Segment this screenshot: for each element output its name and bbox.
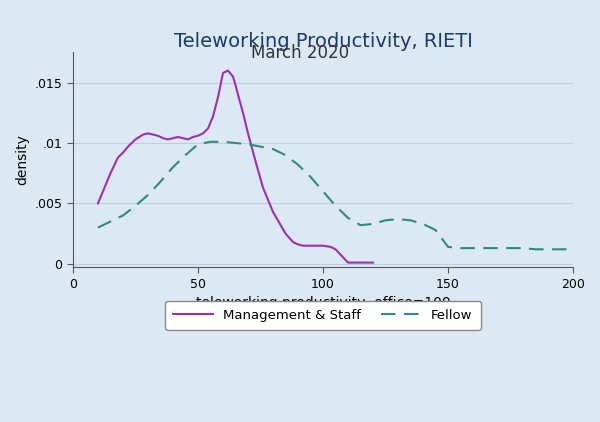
Fellow <box>382 218 389 223</box>
Fellow <box>507 246 514 251</box>
Management & Staff <box>327 244 334 249</box>
Fellow <box>307 174 314 179</box>
Management & Staff <box>235 92 242 97</box>
Fellow <box>182 153 189 158</box>
Management & Staff <box>295 242 302 247</box>
Management & Staff <box>139 132 146 137</box>
Fellow <box>344 215 352 220</box>
Management & Staff <box>164 137 172 142</box>
X-axis label: teleworking productivity, office=100: teleworking productivity, office=100 <box>196 296 451 311</box>
Title: Teleworking Productivity, RIETI: Teleworking Productivity, RIETI <box>173 32 472 51</box>
Management & Staff <box>244 131 251 136</box>
Management & Staff <box>184 137 191 142</box>
Management & Staff <box>94 201 101 206</box>
Management & Staff <box>194 133 202 138</box>
Fellow <box>457 246 464 251</box>
Management & Staff <box>209 114 217 119</box>
Management & Staff <box>332 247 339 252</box>
Fellow <box>469 246 476 251</box>
Management & Staff <box>269 209 277 214</box>
Management & Staff <box>224 68 232 73</box>
Fellow <box>295 162 302 167</box>
Management & Staff <box>229 74 236 79</box>
Fellow <box>520 246 527 251</box>
Line: Fellow: Fellow <box>98 142 573 249</box>
Management & Staff <box>124 144 131 149</box>
Fellow <box>107 219 114 224</box>
Management & Staff <box>220 70 227 76</box>
Fellow <box>319 189 326 194</box>
Fellow <box>132 203 139 208</box>
Management & Staff <box>259 185 266 190</box>
Management & Staff <box>344 260 352 265</box>
Line: Management & Staff: Management & Staff <box>98 70 373 262</box>
Fellow <box>145 192 152 197</box>
Fellow <box>544 247 551 252</box>
Fellow <box>494 246 502 251</box>
Fellow <box>157 179 164 184</box>
Fellow <box>332 203 339 208</box>
Management & Staff <box>199 131 206 136</box>
Management & Staff <box>145 131 152 136</box>
Text: March 2020: March 2020 <box>251 44 349 62</box>
Legend: Management & Staff, Fellow: Management & Staff, Fellow <box>166 301 481 330</box>
Management & Staff <box>107 170 114 176</box>
Management & Staff <box>214 95 221 100</box>
Fellow <box>432 227 439 233</box>
Management & Staff <box>239 110 247 115</box>
Fellow <box>232 141 239 146</box>
Fellow <box>557 247 564 252</box>
Management & Staff <box>307 243 314 248</box>
Y-axis label: density: density <box>15 135 29 185</box>
Management & Staff <box>370 260 377 265</box>
Fellow <box>94 225 101 230</box>
Management & Staff <box>299 243 307 248</box>
Fellow <box>482 246 489 251</box>
Fellow <box>169 165 176 170</box>
Management & Staff <box>357 260 364 265</box>
Management & Staff <box>282 231 289 236</box>
Management & Staff <box>154 133 161 138</box>
Fellow <box>370 222 377 227</box>
Management & Staff <box>169 135 176 141</box>
Management & Staff <box>205 126 212 131</box>
Management & Staff <box>190 135 197 140</box>
Fellow <box>257 144 264 149</box>
Management & Staff <box>119 150 127 155</box>
Fellow <box>532 247 539 252</box>
Fellow <box>220 139 227 144</box>
Fellow <box>119 213 127 218</box>
Fellow <box>244 142 251 147</box>
Management & Staff <box>115 155 122 160</box>
Management & Staff <box>179 135 187 141</box>
Fellow <box>282 153 289 158</box>
Management & Staff <box>149 132 157 137</box>
Fellow <box>419 222 427 227</box>
Management & Staff <box>175 135 182 140</box>
Management & Staff <box>319 243 326 248</box>
Management & Staff <box>232 83 239 88</box>
Management & Staff <box>252 159 259 164</box>
Fellow <box>569 247 577 252</box>
Fellow <box>407 218 414 223</box>
Fellow <box>445 244 452 249</box>
Management & Staff <box>160 135 167 141</box>
Fellow <box>357 223 364 228</box>
Fellow <box>394 216 401 222</box>
Fellow <box>269 146 277 151</box>
Management & Staff <box>289 240 296 245</box>
Fellow <box>207 139 214 144</box>
Fellow <box>194 142 202 147</box>
Management & Staff <box>132 137 139 142</box>
